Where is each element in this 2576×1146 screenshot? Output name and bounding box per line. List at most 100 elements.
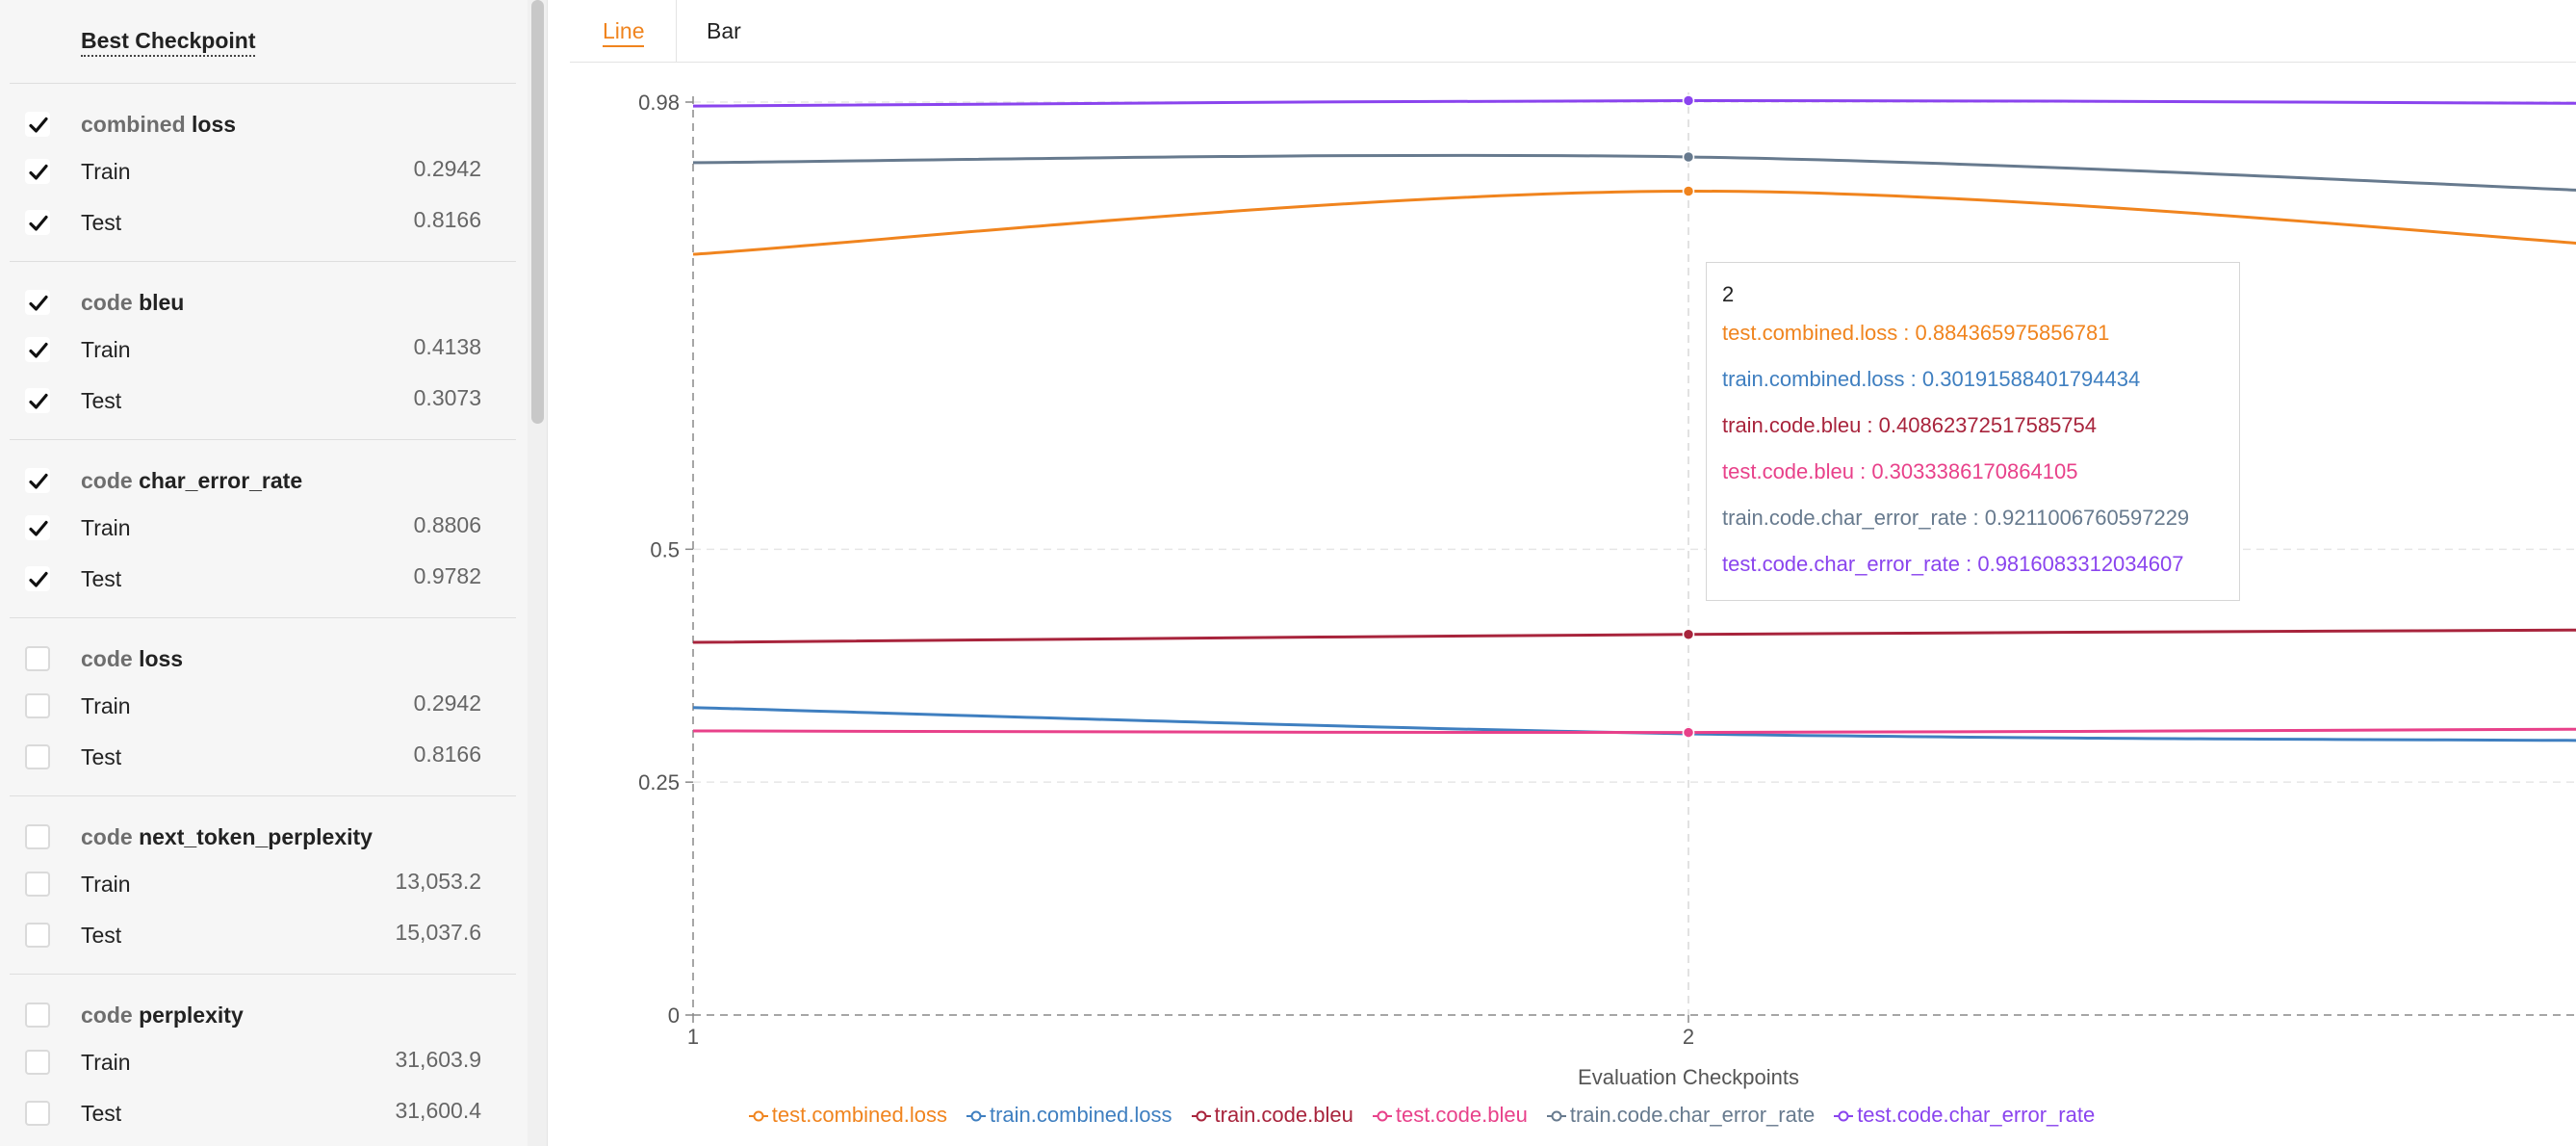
row-checkbox[interactable] xyxy=(25,515,50,540)
row-checkbox[interactable] xyxy=(25,388,50,413)
row-label: Test xyxy=(81,744,122,769)
legend-label: test.combined.loss xyxy=(771,1103,947,1127)
hover-point-test-code-char_error_rate xyxy=(1682,94,1695,107)
hover-points xyxy=(1682,94,1695,741)
legend-label: test.code.char_error_rate xyxy=(1857,1103,2096,1127)
line-chart[interactable]: 0 0.25 0.5 0.98 1 2 Evaluation Checkpoints xyxy=(570,0,2576,1146)
row-label: Test xyxy=(81,566,122,591)
tab-line-label: Line xyxy=(603,18,645,47)
y-tick-label: 0 xyxy=(668,1003,680,1028)
series-line-train-code-bleu xyxy=(692,628,2576,644)
series-line-train-code-char_error_rate xyxy=(692,153,2576,192)
series-line-test-code-bleu xyxy=(692,727,2576,735)
x-tick-label: 2 xyxy=(1683,1025,1694,1049)
x-axis-title: Evaluation Checkpoints xyxy=(1578,1065,1799,1089)
sidebar-scrollbar-thumb[interactable] xyxy=(531,0,544,424)
tooltip-line: train.code.bleu : 0.40862372517585754 xyxy=(1722,413,2098,437)
group-checkbox[interactable] xyxy=(25,112,50,137)
group-divider xyxy=(10,974,516,975)
row-value: 0.9782 xyxy=(413,563,481,588)
legend-marker-icon xyxy=(1372,1110,1392,1122)
legend-item[interactable]: test.combined.loss xyxy=(748,1103,947,1128)
best-checkpoint-link[interactable]: Best Checkpoint xyxy=(81,27,256,57)
group-header: code char_error_rate xyxy=(81,467,302,494)
row-label: Test xyxy=(81,923,122,948)
group-metric-name: bleu xyxy=(132,290,185,315)
group-metric-name: next_token_perplexity xyxy=(132,824,373,849)
row-value: 0.3073 xyxy=(413,385,481,410)
legend-marker-icon xyxy=(966,1110,986,1122)
axes: 0 0.25 0.5 0.98 1 2 xyxy=(638,91,2576,1049)
chart-legend: test.combined.loss train.combined.loss tra… xyxy=(570,1103,2274,1132)
group-divider xyxy=(10,795,516,796)
row-value: 0.8166 xyxy=(413,742,481,767)
group-divider xyxy=(10,617,516,618)
hover-point-test-combined-loss xyxy=(1682,185,1695,197)
group-header: code next_token_perplexity xyxy=(81,823,373,850)
tooltip-line: test.code.char_error_rate : 0.9816083312… xyxy=(1722,552,2184,576)
tab-bar[interactable]: Bar xyxy=(707,0,741,62)
group-checkbox[interactable] xyxy=(25,1003,50,1028)
group-prefix: combined xyxy=(81,112,186,137)
y-tick-label: 0.25 xyxy=(638,770,680,794)
series-line-test-code-char_error_rate xyxy=(692,98,2576,108)
hover-point-train-code-char_error_rate xyxy=(1682,150,1695,164)
group-checkbox[interactable] xyxy=(25,468,50,493)
row-checkbox[interactable] xyxy=(25,872,50,897)
group-header: code perplexity xyxy=(81,1002,244,1029)
legend-item[interactable]: test.code.char_error_rate xyxy=(1834,1103,2095,1128)
legend-marker-icon xyxy=(1834,1110,1854,1122)
row-value: 31,600.4 xyxy=(395,1098,481,1123)
legend-item[interactable]: test.code.bleu xyxy=(1372,1103,1528,1128)
legend-marker-icon xyxy=(748,1110,768,1122)
row-checkbox[interactable] xyxy=(25,744,50,769)
legend-item[interactable]: train.code.bleu xyxy=(1191,1103,1353,1128)
group-divider xyxy=(10,83,516,84)
row-checkbox[interactable] xyxy=(25,159,50,184)
group-metric-name: char_error_rate xyxy=(132,468,303,493)
hover-point-train-code-bleu xyxy=(1682,628,1695,640)
group-prefix: code xyxy=(81,468,133,493)
row-label: Train xyxy=(81,337,131,362)
tab-divider xyxy=(676,0,677,62)
row-label: Train xyxy=(81,515,131,540)
tooltip-line: train.combined.loss : 0.3019158840179443… xyxy=(1722,367,2141,391)
legend-marker-icon xyxy=(1546,1110,1566,1122)
tooltip-line: train.code.char_error_rate : 0.921100676… xyxy=(1722,506,2190,530)
group-metric-name: perplexity xyxy=(132,1003,244,1028)
row-value: 31,603.9 xyxy=(395,1047,481,1072)
row-checkbox[interactable] xyxy=(25,693,50,718)
row-value: 0.2942 xyxy=(413,156,481,181)
group-checkbox[interactable] xyxy=(25,824,50,849)
row-label: Train xyxy=(81,693,131,718)
row-value: 0.4138 xyxy=(413,334,481,359)
tooltip-line: test.code.bleu : 0.3033386170864105 xyxy=(1722,459,2078,483)
group-checkbox[interactable] xyxy=(25,290,50,315)
row-value: 13,053.2 xyxy=(395,869,481,894)
row-label: Train xyxy=(81,1050,131,1075)
chart-type-tabs: Line Bar xyxy=(570,0,2576,63)
legend-item[interactable]: train.combined.loss xyxy=(966,1103,1172,1128)
tooltip-line: test.combined.loss : 0.884365975856781 xyxy=(1722,321,2110,345)
row-checkbox[interactable] xyxy=(25,566,50,591)
row-checkbox[interactable] xyxy=(25,923,50,948)
row-label: Test xyxy=(81,1101,122,1126)
main-panel: Line Bar 0 0.25 0.5 0.98 1 2 Evaluation Check… xyxy=(570,0,2576,1146)
x-tick-label: 1 xyxy=(687,1025,699,1049)
row-value: 0.8806 xyxy=(413,512,481,537)
group-divider xyxy=(10,439,516,440)
group-checkbox[interactable] xyxy=(25,646,50,671)
row-checkbox[interactable] xyxy=(25,1050,50,1075)
row-label: Test xyxy=(81,210,122,235)
tab-line[interactable]: Line xyxy=(603,0,645,62)
row-checkbox[interactable] xyxy=(25,210,50,235)
row-checkbox[interactable] xyxy=(25,1101,50,1126)
row-value: 0.2942 xyxy=(413,690,481,716)
legend-item[interactable]: train.code.char_error_rate xyxy=(1546,1103,1815,1128)
legend-label: train.combined.loss xyxy=(989,1103,1172,1127)
hover-point-test-code-bleu xyxy=(1682,726,1695,739)
group-header: code loss xyxy=(81,645,183,672)
row-label: Train xyxy=(81,872,131,897)
row-checkbox[interactable] xyxy=(25,337,50,362)
group-metric-name: loss xyxy=(185,112,237,137)
